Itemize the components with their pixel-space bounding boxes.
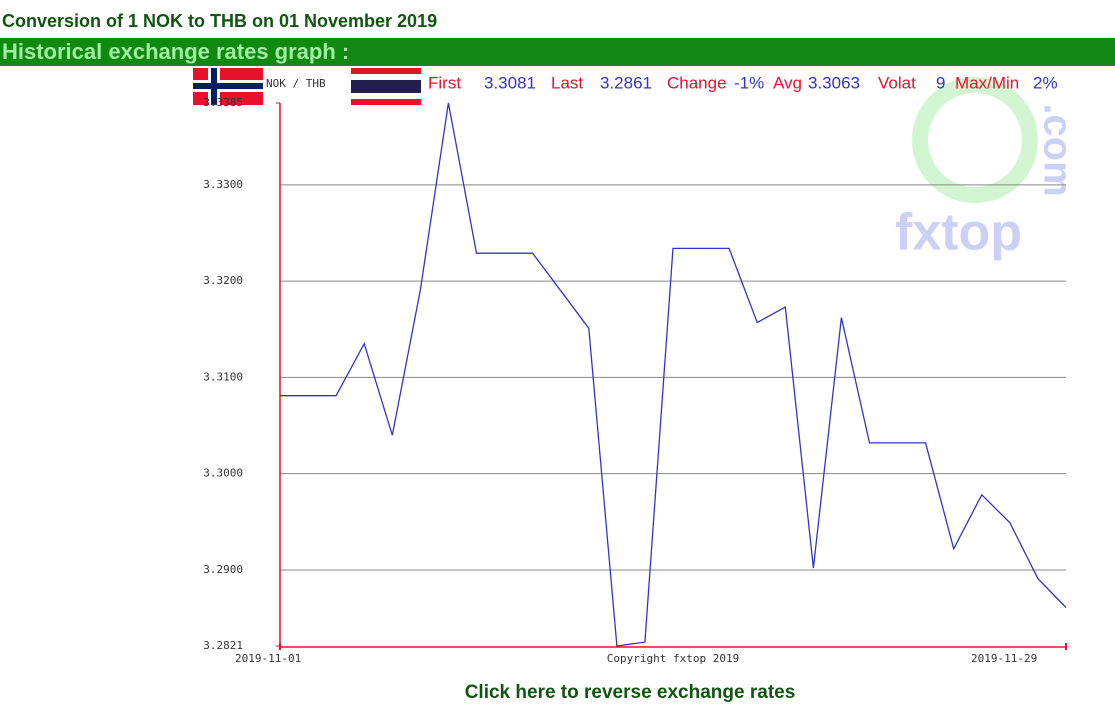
- y-tick-label: 3.3200: [203, 274, 243, 287]
- stat-label: First: [428, 73, 461, 92]
- y-tick-label: 3.3385: [203, 96, 243, 109]
- x-tick-label: 2019-11-29: [971, 652, 1037, 665]
- y-tick-label: 3.3100: [203, 370, 243, 383]
- y-tick-label: 3.2900: [203, 563, 243, 576]
- stat-label: Avg: [773, 73, 802, 92]
- stat-value: -1%: [734, 73, 764, 92]
- page-title: Conversion of 1 NOK to THB on 01 Novembe…: [2, 11, 437, 31]
- stat-label: Max/Min: [955, 73, 1019, 92]
- stat-label: Change: [667, 73, 727, 92]
- y-tick-label: 3.3000: [203, 467, 243, 480]
- stat-value: 2%: [1033, 73, 1058, 92]
- watermark-smiley: [912, 77, 1038, 203]
- stat-value: 3.3063: [808, 73, 860, 92]
- pair-label: NOK / THB: [266, 77, 326, 90]
- stat-value: 3.3081: [484, 73, 536, 92]
- stat-value: 3.2861: [600, 73, 652, 92]
- copyright: Copyright fxtop 2019: [607, 652, 739, 665]
- reverse-link[interactable]: Click here to reverse exchange rates: [465, 682, 796, 703]
- subtitle: Historical exchange rates graph :: [2, 39, 349, 64]
- rate-line: [280, 102, 1067, 647]
- watermark-text: fxtop: [895, 204, 1022, 262]
- flag-norway: [193, 68, 263, 105]
- stat-value: 9: [936, 73, 945, 92]
- watermark-text: .com: [1035, 103, 1079, 196]
- y-tick-label: 3.3300: [203, 178, 243, 191]
- flag-thailand: [351, 68, 421, 105]
- stat-label: Volat: [878, 73, 916, 92]
- x-tick-label: 2019-11-01: [235, 652, 301, 665]
- y-tick-label: 3.2821: [203, 639, 243, 652]
- subtitle-bar: [0, 38, 1115, 66]
- stat-label: Last: [551, 73, 583, 92]
- watermark: fxtop .com: [895, 77, 1079, 262]
